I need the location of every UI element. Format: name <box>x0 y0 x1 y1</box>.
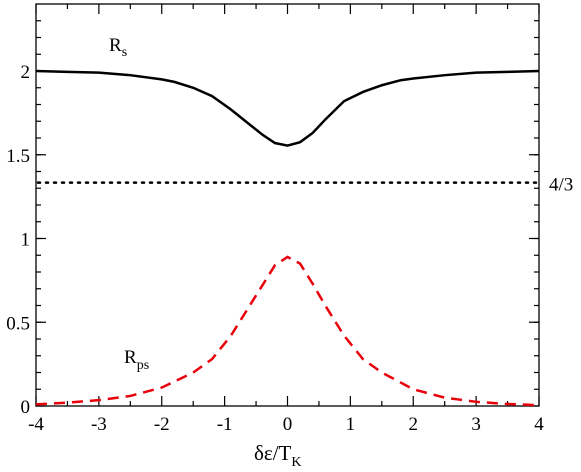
y-tick-label: 0.5 <box>6 313 30 334</box>
x-axis-title-main: δε/T <box>254 441 292 465</box>
series-label-rps-main: R <box>124 347 137 368</box>
x-tick-label: 1 <box>346 414 356 435</box>
x-tick-label: 3 <box>471 414 481 435</box>
series-line-rps <box>35 255 540 407</box>
reference-line-label: 4/3 <box>549 175 573 196</box>
x-tick-label: 0 <box>283 414 293 435</box>
x-axis-title-sub: K <box>291 455 301 470</box>
x-tick-label: 2 <box>409 414 419 435</box>
series-label-rs-main: R <box>109 35 122 56</box>
y-tick-label: 2 <box>21 62 31 83</box>
series-label-rps-sub: ps <box>137 358 149 373</box>
y-tick-label: 1 <box>21 230 31 251</box>
plot-frame <box>35 3 540 407</box>
series-label-rs-sub: s <box>122 45 127 60</box>
x-tick-label: 4 <box>534 414 544 435</box>
series-label-rs: Rs <box>109 35 127 60</box>
x-tick-label: -1 <box>217 414 233 435</box>
x-tick-label: -3 <box>91 414 107 435</box>
y-tick-label: 0 <box>21 397 31 418</box>
y-tick-label: 1.5 <box>6 146 30 167</box>
axis-ticks <box>35 4 540 407</box>
x-tick-label: -4 <box>28 414 44 435</box>
x-tick-label: -2 <box>154 414 170 435</box>
series-label-rps: Rps <box>124 347 149 373</box>
tick-labels: -4 -3 -2 -1 0 1 2 3 4 0 0.5 1 1.5 2 <box>6 62 544 435</box>
series-line-rs <box>35 69 540 147</box>
x-axis-title: δε/TK <box>254 441 302 470</box>
